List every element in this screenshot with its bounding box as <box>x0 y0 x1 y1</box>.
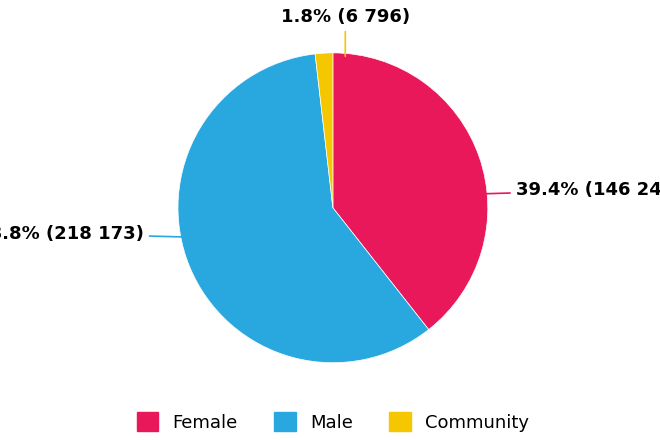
Text: 39.4% (146 240): 39.4% (146 240) <box>432 181 660 199</box>
Text: 1.8% (6 796): 1.8% (6 796) <box>280 8 410 56</box>
Wedge shape <box>315 53 333 208</box>
Wedge shape <box>333 53 488 330</box>
Wedge shape <box>178 54 428 363</box>
Text: 58.8% (218 173): 58.8% (218 173) <box>0 225 253 243</box>
Legend: Female, Male, Community: Female, Male, Community <box>129 405 537 439</box>
